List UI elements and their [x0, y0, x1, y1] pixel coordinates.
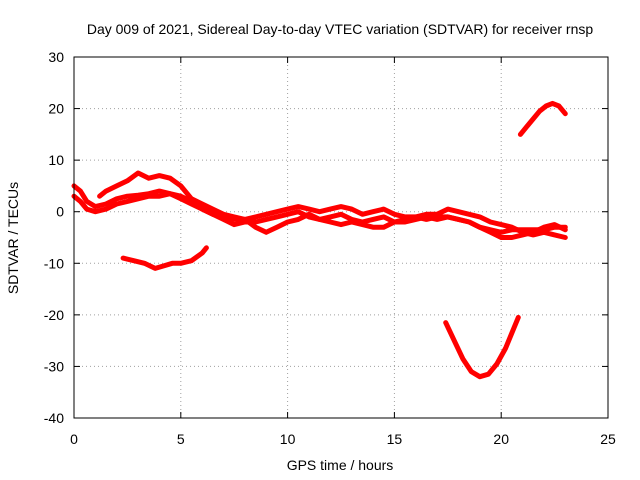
series-layer [71, 100, 568, 380]
x-tick-label: 25 [600, 431, 616, 447]
x-axis: 0 5 10 15 20 25 [70, 57, 616, 447]
x-tick-label: 20 [493, 431, 509, 447]
chart-title: Day 009 of 2021, Sidereal Day-to-day VTE… [87, 21, 593, 37]
series-line-trace-a [71, 183, 568, 240]
x-tick-label: 15 [387, 431, 403, 447]
x-tick-label: 0 [70, 431, 78, 447]
series-line-trace-e [443, 314, 521, 380]
x-tick-label: 5 [177, 431, 185, 447]
x-axis-label: GPS time / hours [287, 457, 394, 473]
y-tick-label: -10 [44, 255, 64, 271]
y-tick-label: 30 [48, 49, 64, 65]
series-line-trace-d [120, 245, 209, 271]
series-line-trace-f [517, 100, 568, 137]
y-tick-label: -40 [44, 410, 64, 426]
y-tick-label: 20 [48, 101, 64, 117]
y-tick-label: -30 [44, 358, 64, 374]
y-axis: -40 -30 -20 -10 0 10 20 30 [44, 49, 608, 426]
x-tick-label: 10 [280, 431, 296, 447]
grid-lines [74, 57, 608, 418]
y-tick-label: 0 [56, 204, 64, 220]
plot-frame [73, 56, 609, 419]
y-tick-label: -20 [44, 307, 64, 323]
series-line-trace-c [97, 170, 568, 240]
y-tick-label: 10 [48, 152, 64, 168]
y-axis-label: SDTVAR / TECUs [5, 182, 21, 294]
